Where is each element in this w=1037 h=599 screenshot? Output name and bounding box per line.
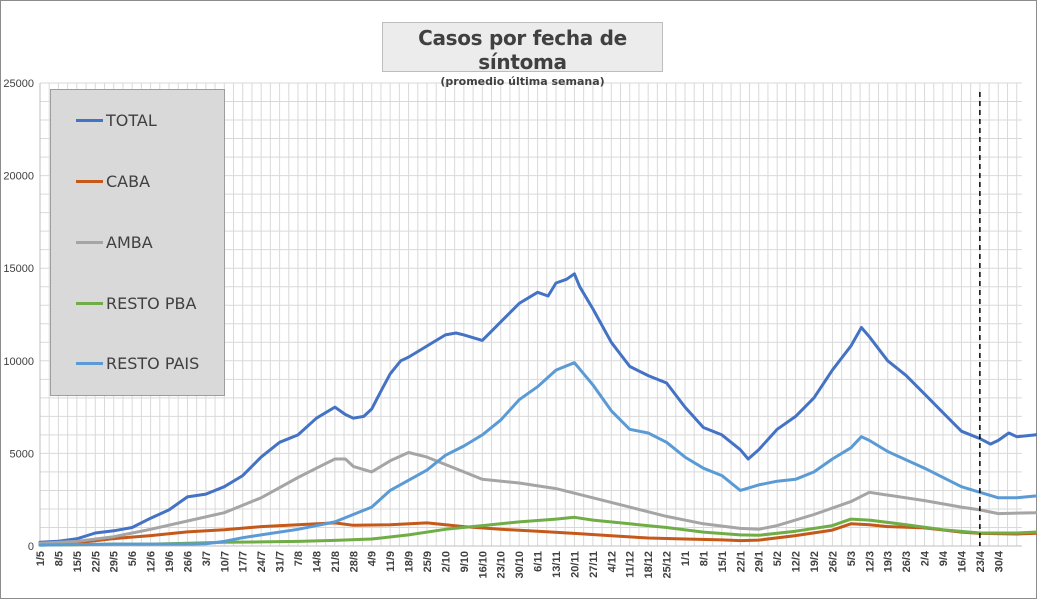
x-tick-label: 12/6 <box>146 551 158 572</box>
series-line-resto-pais <box>38 361 1037 547</box>
x-tick-label: 12/3 <box>864 551 876 572</box>
x-tick-label: 10/7 <box>219 551 231 572</box>
x-tick-label: 20/11 <box>569 551 581 578</box>
legend-swatch-total <box>76 118 103 122</box>
x-tick-label: 22/5 <box>90 551 102 572</box>
chart-legend: TOTAL CABA AMBA RESTO PBA RESTO PAIS <box>50 89 225 396</box>
x-tick-label: 9/4 <box>938 550 950 566</box>
y-tick-label: 20000 <box>3 171 34 183</box>
series-line-amba <box>38 451 1037 545</box>
x-tick-label: 29/1 <box>754 551 766 572</box>
y-tick-label: 25000 <box>3 78 34 90</box>
legend-label-caba: CABA <box>106 171 151 191</box>
y-tick-label: 0 <box>28 541 34 553</box>
y-tick-label: 10000 <box>3 356 34 368</box>
legend-item-resto-pais: RESTO PAIS <box>76 353 199 373</box>
x-tick-label: 12/2 <box>791 551 803 572</box>
x-tick-label: 24/7 <box>256 551 268 572</box>
x-tick-label: 31/7 <box>275 551 287 572</box>
series-line-caba <box>38 521 1037 546</box>
legend-item-amba: AMBA <box>76 232 153 252</box>
x-tick-label: 26/3 <box>901 551 913 572</box>
y-tick-label: 5000 <box>10 448 34 460</box>
x-tick-label: 25/12 <box>662 551 674 579</box>
x-tick-label: 5/6 <box>127 551 139 566</box>
y-tick-label: 15000 <box>3 263 34 275</box>
x-tick-label: 28/8 <box>348 551 360 572</box>
x-tick-label: 5/2 <box>772 551 784 566</box>
x-tick-label: 1/5 <box>35 551 47 566</box>
legend-item-total: TOTAL <box>76 110 157 130</box>
x-tick-label: 21/8 <box>330 551 342 572</box>
legend-swatch-resto-pais <box>76 361 103 365</box>
chart-title-box: Casos por fecha de síntoma (promedio últ… <box>382 22 663 88</box>
x-tick-label: 26/2 <box>827 551 839 572</box>
x-tick-label: 14/8 <box>311 551 323 572</box>
x-tick-label: 23/10 <box>496 551 508 579</box>
x-tick-label: 26/6 <box>182 551 194 572</box>
x-tick-label: 4/12 <box>606 551 618 572</box>
x-tick-label: 3/7 <box>201 551 213 566</box>
x-tick-label: 2/4 <box>920 550 932 566</box>
legend-label-resto-pais: RESTO PAIS <box>106 353 200 373</box>
x-tick-label: 11/12 <box>625 551 637 578</box>
legend-label-resto-pba: RESTO PBA <box>106 293 197 313</box>
x-tick-label: 6/11 <box>533 551 545 572</box>
x-tick-label: 17/7 <box>238 551 250 572</box>
x-tick-label: 30/10 <box>514 551 526 579</box>
x-tick-label: 30/4 <box>993 550 1005 572</box>
x-tick-label: 19/2 <box>809 551 821 572</box>
legend-item-caba: CABA <box>76 171 150 191</box>
series-line-resto-pba <box>38 515 1037 547</box>
chart-title: Casos por fecha de síntoma <box>418 26 627 74</box>
x-tick-label: 22/1 <box>735 551 747 572</box>
x-tick-label: 29/5 <box>109 551 121 572</box>
x-tick-label: 18/9 <box>404 551 416 572</box>
x-tick-label: 19/6 <box>164 551 176 572</box>
x-tick-label: 7/8 <box>293 551 305 566</box>
x-tick-label: 1/1 <box>680 551 692 566</box>
x-tick-label: 11/9 <box>385 551 397 572</box>
x-tick-label: 19/3 <box>883 551 895 572</box>
x-tick-label: 27/11 <box>588 551 600 578</box>
x-tick-label: 5/3 <box>846 551 858 566</box>
x-tick-label: 8/1 <box>698 551 710 566</box>
legend-swatch-caba <box>76 179 103 183</box>
x-tick-label: 25/9 <box>422 551 434 572</box>
chart-subtitle: (promedio última semana) <box>440 75 605 88</box>
x-tick-label: 8/5 <box>53 551 65 566</box>
series-line-total <box>38 272 1037 544</box>
x-tick-label: 9/10 <box>459 551 471 572</box>
legend-label-total: TOTAL <box>106 110 157 130</box>
legend-swatch-resto-pba <box>76 301 103 305</box>
x-tick-label: 15/5 <box>72 551 84 572</box>
x-tick-label: 15/1 <box>717 551 729 572</box>
legend-item-resto-pba: RESTO PBA <box>76 293 196 313</box>
x-tick-label: 18/12 <box>643 551 655 579</box>
x-tick-label: 16/10 <box>477 551 489 579</box>
legend-swatch-amba <box>76 240 103 244</box>
x-tick-label: 13/11 <box>551 551 563 578</box>
legend-label-amba: AMBA <box>106 232 153 252</box>
x-tick-label: 23/4 <box>975 550 987 572</box>
x-tick-label: 4/9 <box>367 551 379 566</box>
x-tick-label: 16/4 <box>956 550 968 572</box>
x-tick-label: 2/10 <box>440 551 452 572</box>
